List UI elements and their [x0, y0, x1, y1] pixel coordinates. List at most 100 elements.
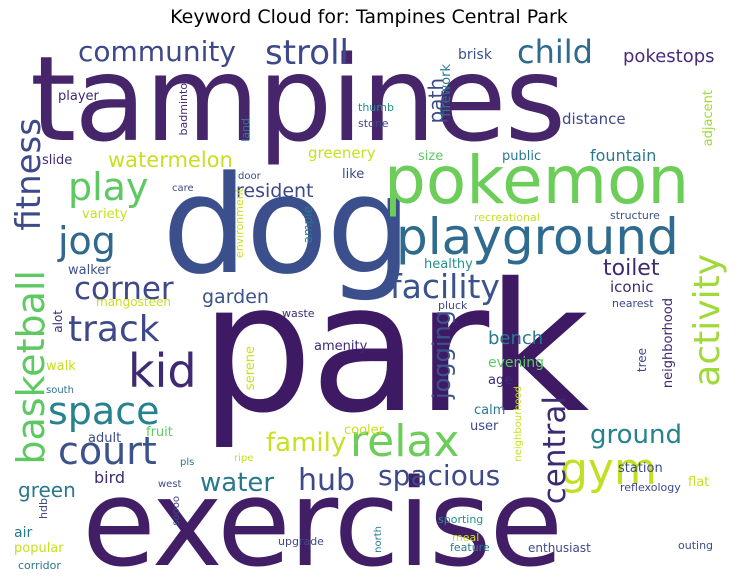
word-green: green: [18, 478, 76, 502]
word-outing: outing: [678, 539, 714, 552]
word-popular: popular: [14, 541, 64, 556]
word-dog: dog: [162, 147, 412, 304]
word-air: air: [14, 525, 33, 541]
word-child: child: [517, 33, 593, 71]
word-enthusiast: enthusiast: [528, 541, 591, 555]
word-waste: waste: [282, 307, 315, 320]
word-community: community: [78, 35, 236, 68]
word-stone: stone: [358, 117, 389, 130]
word-walk: walk: [46, 359, 76, 374]
word-play: play: [68, 165, 149, 209]
word-firework: firework: [439, 64, 454, 117]
word-jog: jog: [58, 219, 116, 263]
word-central: central: [537, 396, 573, 505]
word-bird: bird: [94, 468, 126, 487]
word-activity: activity: [687, 254, 728, 387]
word-watermelon: watermelon: [108, 148, 233, 172]
word-court: court: [58, 429, 157, 473]
word-cooler: cooler: [344, 423, 385, 438]
word-healthy: healthy: [424, 257, 473, 272]
word-adult: adult: [88, 431, 122, 446]
word-garden: garden: [202, 286, 269, 308]
word-jogging: jogging: [428, 310, 456, 399]
word-badminton: badminton: [177, 76, 190, 136]
word-age: age: [488, 373, 513, 388]
word-fitness: fitness: [12, 118, 49, 231]
word-toilet: toilet: [603, 256, 660, 281]
word-thumb: thumb: [358, 101, 394, 114]
word-north: north: [373, 526, 384, 553]
word-greenery: greenery: [308, 144, 376, 162]
word-neighborhood: neighborhood: [661, 298, 676, 389]
word-walker: walker: [68, 263, 111, 278]
word-brisk: brisk: [458, 47, 492, 63]
word-alot: alot: [51, 310, 65, 333]
word-care: care: [172, 183, 194, 194]
word-environment: environment: [233, 188, 246, 259]
word-relax: relax: [350, 416, 460, 467]
word-corner: corner: [74, 271, 174, 307]
word-public: public: [502, 149, 542, 164]
word-fountain: fountain: [590, 146, 657, 165]
word-structure: structure: [610, 209, 660, 222]
word-stroll: stroll: [265, 33, 349, 73]
word-distance: distance: [562, 110, 626, 128]
word-mangosteen: mangosteen: [96, 295, 171, 309]
word-size: size: [418, 149, 444, 164]
word-slide: slide: [42, 153, 73, 168]
word-evening: evening: [488, 355, 545, 371]
word-ground: ground: [590, 420, 682, 450]
word-pluck: pluck: [438, 299, 468, 312]
word-hub: hub: [298, 463, 356, 498]
word-nearest: nearest: [612, 297, 654, 310]
word-reflexology: reflexology: [620, 481, 681, 494]
word-bench: bench: [488, 328, 544, 349]
word-family: family: [266, 428, 347, 458]
word-basketball: basketball: [12, 270, 53, 465]
word-park: park: [200, 245, 589, 452]
word-hdb: hdb: [37, 498, 50, 519]
word-adjacent: adjacent: [701, 90, 716, 147]
word-flat: flat: [688, 475, 710, 490]
word-serene: serene: [243, 346, 258, 391]
word-pls: pls: [180, 457, 195, 468]
word-calm: calm: [474, 403, 506, 418]
word-amenity: amenity: [314, 339, 368, 354]
word-iconic: iconic: [610, 278, 654, 296]
word-facility: facility: [390, 267, 500, 306]
chart-title: Keyword Cloud for: Tampines Central Park: [170, 6, 568, 28]
word-like: like: [342, 167, 365, 182]
word-kid: kid: [128, 344, 197, 398]
word-soooo: soooo: [171, 496, 182, 526]
word-user: user: [470, 419, 499, 434]
word-playground: playground: [396, 208, 679, 266]
word-space: space: [48, 389, 160, 433]
word-tampines: tampines: [30, 30, 566, 168]
word-player: player: [58, 89, 99, 104]
word-tree: tree: [635, 348, 649, 373]
word-corridor: corridor: [18, 559, 61, 572]
word-ample: ample: [301, 206, 315, 244]
word-sporting: sporting: [438, 513, 484, 526]
word-door: door: [238, 171, 261, 182]
word-fruit: fruit: [146, 425, 173, 440]
word-exercise: exercise: [82, 455, 563, 579]
word-station: station: [618, 461, 663, 476]
word-water: water: [200, 468, 275, 498]
word-resident: resident: [236, 180, 314, 202]
word-track: track: [68, 309, 160, 350]
word-gym: gym: [560, 444, 657, 495]
word-pokestops: pokestops: [623, 46, 715, 67]
word-recreational: recreational: [474, 211, 540, 224]
word-meal: meal: [452, 531, 480, 544]
word-neighbourhood: neighbourhood: [513, 386, 524, 462]
word-south: south: [46, 385, 74, 396]
word-land: land: [239, 118, 252, 142]
word-cloud: tampines park exercise dog pokemon playg…: [12, 30, 728, 578]
word-upgrade: upgrade: [278, 535, 324, 548]
word-west: west: [158, 479, 182, 490]
word-variety: variety: [82, 207, 128, 222]
word-spacious: spacious: [378, 459, 501, 492]
word-ripe: ripe: [234, 453, 254, 464]
word-pokemon: pokemon: [384, 142, 690, 219]
